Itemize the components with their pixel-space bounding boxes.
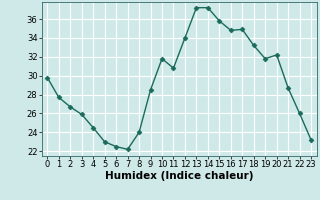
- X-axis label: Humidex (Indice chaleur): Humidex (Indice chaleur): [105, 171, 253, 181]
